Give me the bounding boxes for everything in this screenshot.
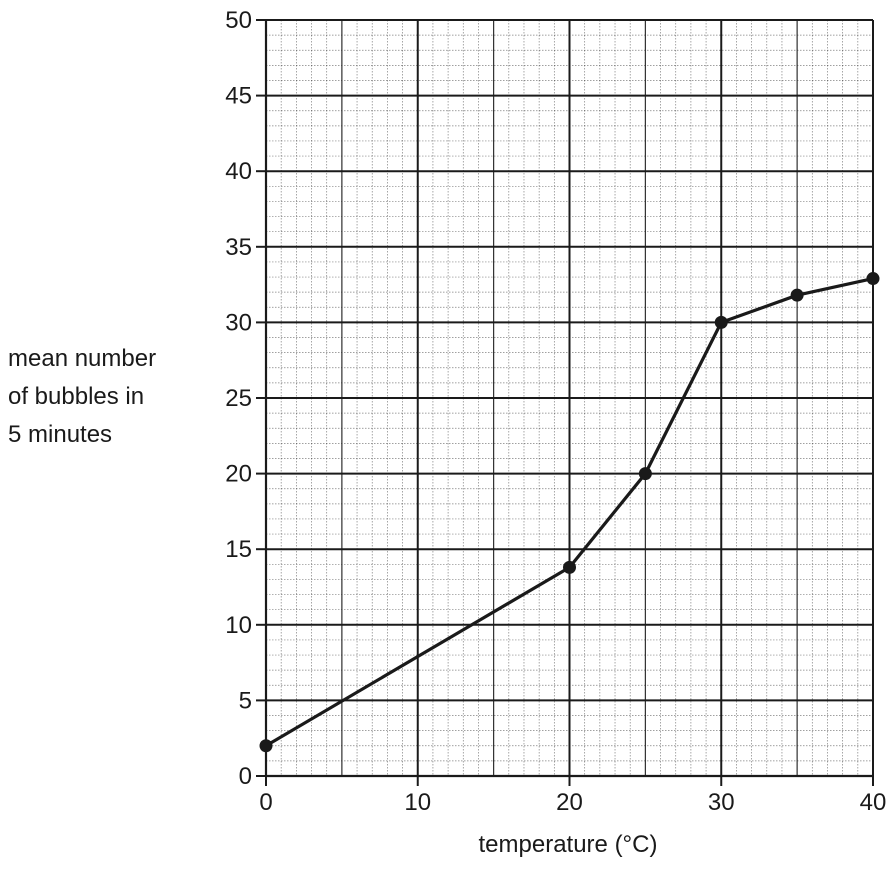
x-tick-label: 30 — [708, 789, 735, 816]
y-axis-title-line-2: of bubbles in — [8, 383, 144, 410]
x-axis-title: temperature (°C) — [479, 831, 658, 858]
label-layer: 0 5 10 15 20 25 30 35 40 45 50 0 10 20 30 40 — [225, 7, 886, 816]
data-point — [790, 288, 804, 302]
y-tick-label: 0 — [239, 763, 252, 790]
grid-layer — [265, 19, 874, 777]
y-tick-label: 10 — [225, 612, 252, 639]
x-tick-label: 20 — [556, 789, 583, 816]
y-axis-title-line-1: mean number — [8, 345, 156, 372]
y-tick-label: 45 — [225, 83, 252, 110]
y-tick-label: 15 — [225, 536, 252, 563]
data-point — [563, 560, 576, 574]
data-point — [638, 467, 652, 481]
y-tick-label: 40 — [225, 158, 252, 185]
x-tick-label: 40 — [860, 789, 887, 816]
y-tick-label: 25 — [225, 385, 252, 412]
y-tick-label: 30 — [225, 309, 252, 336]
y-axis-title-line-3: 5 minutes — [8, 421, 112, 448]
x-tick-label: 0 — [259, 789, 272, 816]
y-tick-label: 20 — [225, 461, 252, 488]
data-point — [714, 315, 728, 329]
y-tick-label: 5 — [239, 687, 252, 714]
series-line — [264, 276, 875, 748]
data-point — [866, 272, 880, 286]
axes-layer — [256, 19, 874, 786]
x-tick-label: 10 — [404, 789, 431, 816]
y-tick-label: 50 — [225, 7, 252, 34]
data-point — [259, 739, 273, 753]
y-tick-label: 35 — [225, 234, 252, 261]
series-layer — [259, 272, 880, 753]
